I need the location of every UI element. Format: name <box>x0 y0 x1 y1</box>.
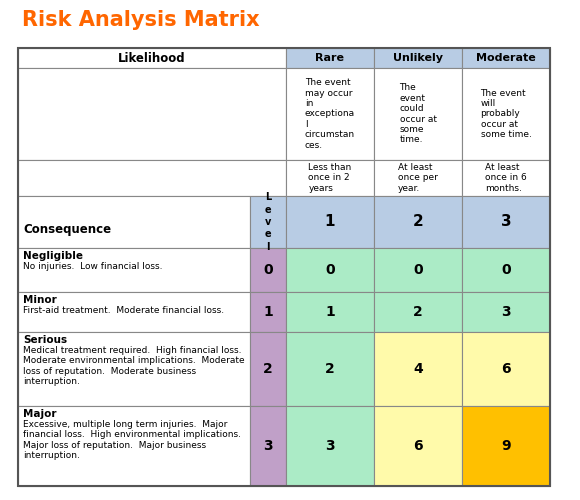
Text: Serious: Serious <box>23 335 67 345</box>
Text: The
event
could
occur at
some
time.: The event could occur at some time. <box>400 84 437 144</box>
Bar <box>18 160 286 196</box>
Bar <box>374 68 462 160</box>
Text: Risk Analysis Matrix: Risk Analysis Matrix <box>22 10 260 30</box>
Bar <box>18 196 250 248</box>
Text: 3: 3 <box>263 439 273 453</box>
Bar <box>374 48 462 68</box>
Text: The event
may occur
in
exceptiona
l
circumstan
ces.: The event may occur in exceptiona l circ… <box>305 78 355 150</box>
Bar <box>18 248 250 292</box>
Bar <box>18 292 250 332</box>
Text: 2: 2 <box>263 362 273 376</box>
Text: 1: 1 <box>263 305 273 319</box>
Text: 9: 9 <box>501 439 511 453</box>
Bar <box>18 406 250 486</box>
Bar <box>250 196 286 248</box>
Text: No injuries.  Low financial loss.: No injuries. Low financial loss. <box>23 262 162 271</box>
Bar <box>286 332 374 406</box>
Bar <box>374 292 462 332</box>
Bar <box>374 248 462 292</box>
Bar <box>18 48 550 486</box>
Text: 2: 2 <box>413 305 423 319</box>
Text: L
e
v
e
l: L e v e l <box>264 192 271 252</box>
Text: 6: 6 <box>501 362 511 376</box>
Bar <box>462 160 550 196</box>
Text: 2: 2 <box>325 362 335 376</box>
Text: 2: 2 <box>412 214 423 230</box>
Text: 0: 0 <box>325 263 335 277</box>
Text: The event
will
probably
occur at
some time.: The event will probably occur at some ti… <box>481 88 531 140</box>
Bar <box>286 406 374 486</box>
Text: Less than
once in 2
years: Less than once in 2 years <box>309 163 351 193</box>
Text: Excessive, multiple long term injuries.  Major
financial loss.  High environment: Excessive, multiple long term injuries. … <box>23 420 241 460</box>
Bar <box>286 292 374 332</box>
Text: 0: 0 <box>501 263 511 277</box>
Text: Unlikely: Unlikely <box>393 53 443 63</box>
Bar <box>462 248 550 292</box>
Text: Minor: Minor <box>23 295 57 305</box>
Text: 0: 0 <box>413 263 423 277</box>
Text: Rare: Rare <box>316 53 345 63</box>
Bar <box>250 292 286 332</box>
Text: 0: 0 <box>263 263 273 277</box>
Text: 3: 3 <box>501 214 512 230</box>
Text: Likelihood: Likelihood <box>118 52 186 64</box>
Bar <box>286 248 374 292</box>
Bar <box>286 68 374 160</box>
Bar <box>374 332 462 406</box>
Text: 6: 6 <box>413 439 423 453</box>
Bar <box>250 406 286 486</box>
Text: 1: 1 <box>325 214 335 230</box>
Text: At least
once per
year.: At least once per year. <box>398 163 438 193</box>
Bar <box>250 332 286 406</box>
Bar <box>18 68 286 160</box>
Bar <box>374 196 462 248</box>
Bar <box>462 292 550 332</box>
Text: 1: 1 <box>325 305 335 319</box>
Text: 3: 3 <box>325 439 335 453</box>
Bar <box>462 196 550 248</box>
Text: Negligible: Negligible <box>23 251 83 261</box>
Bar <box>250 248 286 292</box>
Bar <box>374 406 462 486</box>
Bar <box>462 332 550 406</box>
Text: Medical treatment required.  High financial loss.
Moderate environmental implica: Medical treatment required. High financi… <box>23 346 245 386</box>
Bar <box>286 160 374 196</box>
Bar <box>286 48 374 68</box>
Bar <box>18 332 250 406</box>
Bar <box>462 48 550 68</box>
Bar <box>18 48 286 68</box>
Text: 4: 4 <box>413 362 423 376</box>
Text: 3: 3 <box>501 305 511 319</box>
Text: Major: Major <box>23 409 56 419</box>
Text: Moderate: Moderate <box>476 53 536 63</box>
Bar <box>462 68 550 160</box>
Text: Consequence: Consequence <box>23 223 111 236</box>
Bar <box>462 406 550 486</box>
Text: First-aid treatment.  Moderate financial loss.: First-aid treatment. Moderate financial … <box>23 306 224 315</box>
Bar <box>374 160 462 196</box>
Text: At least
once in 6
months.: At least once in 6 months. <box>485 163 527 193</box>
Bar <box>286 196 374 248</box>
